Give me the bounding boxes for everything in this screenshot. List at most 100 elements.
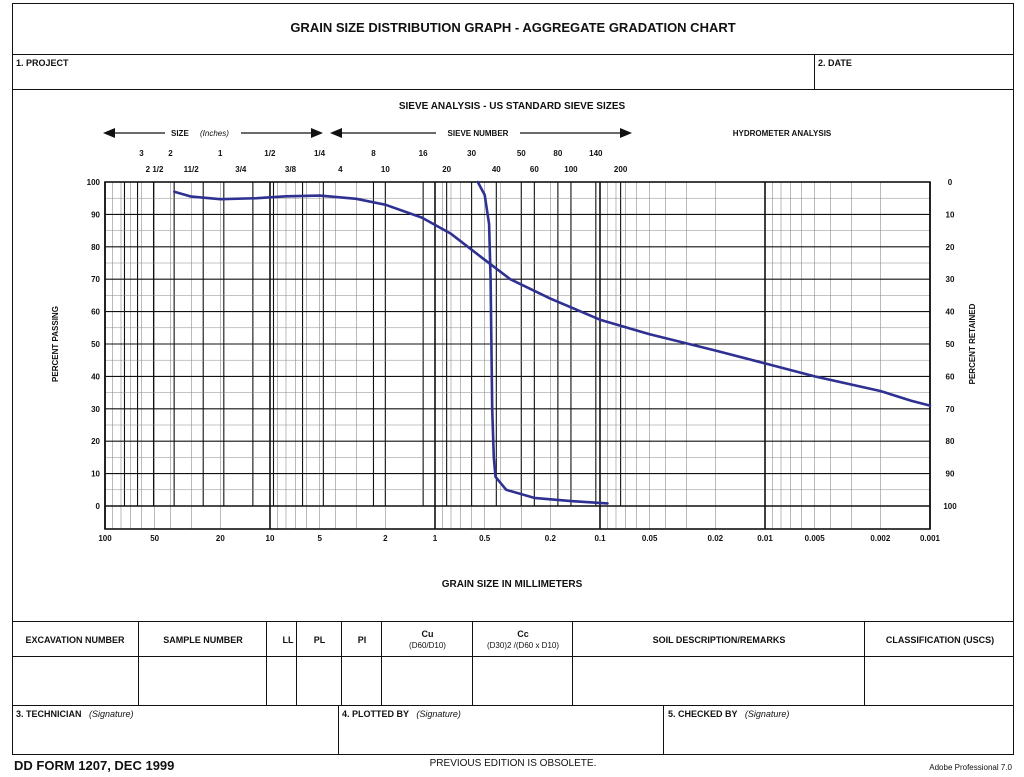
size-top-tick-label: 1/4 (314, 149, 326, 158)
sieve-arrow-right-head (620, 128, 632, 138)
cc-formula: (D30)2 /(D60 x D10) (486, 641, 560, 650)
sieve-top-tick-label: 8 (371, 149, 376, 158)
y2-tick-label: 80 (946, 437, 955, 446)
y-tick-label: 60 (91, 308, 100, 317)
plotted-by-label: 4. PLOTTED BY (Signature) (342, 709, 461, 719)
y2-tick-label: 70 (946, 405, 955, 414)
y-tick-label: 90 (91, 210, 100, 219)
size-label-bg (165, 127, 241, 139)
x-axis-title: GRAIN SIZE IN MILLIMETERS (442, 579, 583, 590)
chart-title: SIEVE ANALYSIS - US STANDARD SIEVE SIZES (399, 101, 626, 112)
sieve-bottom-tick-label: 40 (492, 165, 501, 174)
y2-tick-label: 90 (946, 470, 955, 479)
form-number: DD FORM 1207, DEC 1999 (14, 758, 175, 773)
ll-header: LL (282, 635, 294, 645)
size-arrow-right-head (311, 128, 323, 138)
size-arrow-left-head (103, 128, 115, 138)
form-title: GRAIN SIZE DISTRIBUTION GRAPH - AGGREGAT… (290, 20, 736, 35)
x-tick-label: 0.5 (479, 534, 491, 543)
x-tick-label: 5 (317, 534, 322, 543)
x-tick-label: 0.1 (594, 534, 606, 543)
project-field[interactable] (13, 56, 813, 88)
sieve-arrow-left-head (330, 128, 342, 138)
checked-by-signature-field[interactable] (664, 706, 1012, 754)
hydrometer-label: HYDROMETER ANALYSIS (733, 129, 832, 138)
divider (814, 54, 815, 89)
size-bottom-tick-label: 11/2 (184, 165, 200, 174)
divider (12, 705, 1014, 706)
cc-header: Cc (517, 629, 529, 639)
y2-tick-label: 40 (946, 308, 955, 317)
date-field-label: 2. DATE (818, 58, 852, 68)
pl-header: PL (313, 635, 326, 645)
pl-column: PL (296, 621, 341, 705)
x-tick-label: 10 (266, 534, 275, 543)
sieve-bottom-tick-label: 10 (381, 165, 390, 174)
size-top-tick-label: 3 (139, 149, 144, 158)
gradation-curve-1 (173, 190, 932, 407)
x-tick-label: 1 (433, 534, 438, 543)
divider (12, 656, 1014, 657)
y2-tick-label: 30 (946, 275, 955, 284)
excavation-column: EXCAVATION NUMBER (12, 621, 138, 705)
y2-tick-label: 0 (948, 178, 953, 187)
project-field-label: 1. PROJECT (16, 58, 69, 68)
technician-signature-field[interactable] (13, 706, 338, 754)
y2-tick-label: 100 (943, 502, 957, 511)
y-tick-label: 80 (91, 243, 100, 252)
x-tick-label: 0.02 (708, 534, 724, 543)
sample-column: SAMPLE NUMBER (138, 621, 266, 705)
technician-label-text: 3. TECHNICIAN (16, 709, 82, 719)
x-tick-label: 0.05 (642, 534, 658, 543)
y-tick-label: 30 (91, 405, 100, 414)
sieve-top-tick-label: 80 (553, 149, 562, 158)
signature-hint: (Signature) (744, 709, 790, 719)
data-entry-row[interactable] (12, 657, 1014, 705)
signature-hint: (Signature) (89, 709, 134, 719)
size-top-tick-label: 1 (218, 149, 223, 158)
cu-header: Cu (421, 629, 434, 639)
x-tick-label: 0.2 (545, 534, 557, 543)
size-top-tick-label: 1/2 (264, 149, 276, 158)
sieve-bottom-tick-label: 200 (614, 165, 628, 174)
size-bottom-tick-label: 2 1/2 (146, 165, 164, 174)
divider (663, 705, 664, 755)
sieve-top-tick-label: 30 (467, 149, 476, 158)
x-tick-label: 0.005 (805, 534, 826, 543)
sample-header: SAMPLE NUMBER (163, 635, 243, 645)
y-tick-label: 0 (96, 502, 101, 511)
x-tick-label: 100 (98, 534, 112, 543)
x-tick-label: 0.01 (757, 534, 773, 543)
date-field[interactable] (815, 56, 1012, 88)
y-tick-label: 100 (87, 178, 101, 187)
form-frame (12, 3, 1014, 755)
divider (338, 705, 339, 755)
y-tick-label: 20 (91, 437, 100, 446)
checked-by-label: 5. CHECKED BY (Signature) (668, 709, 789, 719)
size-units-label: (Inches) (200, 129, 229, 138)
classification-column: CLASSIFICATION (USCS) (864, 621, 1014, 705)
sieve-number-label: SIEVE NUMBER (448, 129, 509, 138)
y2-tick-label: 50 (946, 340, 955, 349)
grain-size-chart: SIEVE ANALYSIS - US STANDARD SIEVE SIZES… (51, 101, 977, 590)
cc-column: Cc (D30)2 /(D60 x D10) (472, 621, 572, 705)
sieve-bottom-tick-label: 20 (442, 165, 451, 174)
ll-column: LL (266, 621, 308, 705)
sieve-bottom-tick-label: 100 (564, 165, 578, 174)
y-tick-label: 70 (91, 275, 100, 284)
technician-label: 3. TECHNICIAN (Signature) (16, 709, 134, 719)
classification-header: CLASSIFICATION (USCS) (885, 635, 995, 645)
cu-formula: (D60/D10) (409, 641, 446, 650)
cu-column: Cu (D60/D10) (381, 621, 472, 705)
y-tick-label: 50 (91, 340, 100, 349)
x-tick-label: 0.001 (920, 534, 941, 543)
plotted-by-label-text: 4. PLOTTED BY (342, 709, 409, 719)
x-tick-label: 50 (150, 534, 159, 543)
plotted-by-signature-field[interactable] (339, 706, 663, 754)
remarks-column: SOIL DESCRIPTION/REMARKS (572, 621, 864, 705)
y2-axis-title: PERCENT RETAINED (968, 303, 977, 384)
plot-frame (104, 181, 931, 530)
sieve-top-tick-label: 50 (517, 149, 526, 158)
size-bottom-tick-label: 3/8 (285, 165, 297, 174)
size-top-tick-label: 2 (168, 149, 173, 158)
